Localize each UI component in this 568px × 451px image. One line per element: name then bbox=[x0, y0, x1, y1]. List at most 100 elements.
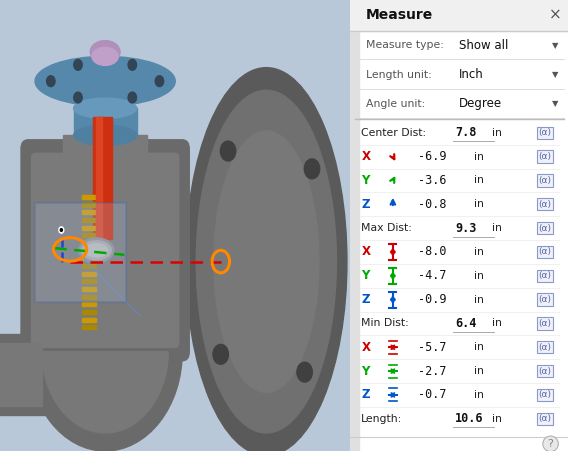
Text: Measure type:: Measure type: bbox=[366, 40, 444, 51]
Text: (α): (α) bbox=[538, 224, 552, 233]
Text: X: X bbox=[361, 341, 370, 354]
Bar bbox=[82, 202, 95, 207]
Text: ×: × bbox=[549, 8, 561, 23]
Circle shape bbox=[60, 229, 62, 231]
Wedge shape bbox=[28, 352, 182, 451]
Bar bbox=[82, 226, 95, 230]
Text: 7.8: 7.8 bbox=[455, 126, 476, 139]
Text: -2.7: -2.7 bbox=[418, 364, 446, 377]
Ellipse shape bbox=[81, 241, 111, 260]
Circle shape bbox=[304, 159, 320, 179]
Ellipse shape bbox=[35, 56, 175, 106]
Bar bbox=[82, 264, 95, 268]
Bar bbox=[82, 241, 95, 245]
Bar bbox=[0, 334, 53, 415]
Circle shape bbox=[47, 76, 55, 87]
Text: in: in bbox=[474, 271, 485, 281]
Text: in: in bbox=[474, 390, 485, 400]
Text: in: in bbox=[474, 175, 485, 185]
Text: -4.7: -4.7 bbox=[418, 269, 446, 282]
Text: in: in bbox=[474, 199, 485, 209]
Text: Z: Z bbox=[361, 198, 370, 211]
Bar bbox=[93, 117, 112, 239]
Text: Degree: Degree bbox=[459, 97, 502, 110]
Text: (α): (α) bbox=[538, 176, 552, 185]
Text: Max Dist:: Max Dist: bbox=[361, 223, 412, 233]
Bar bbox=[82, 218, 95, 222]
Text: (α): (α) bbox=[538, 272, 552, 280]
Bar bbox=[82, 318, 95, 322]
Bar bbox=[82, 272, 95, 276]
Circle shape bbox=[59, 227, 64, 233]
Bar bbox=[82, 256, 95, 260]
Text: (α): (α) bbox=[538, 128, 552, 137]
Ellipse shape bbox=[197, 90, 336, 433]
Ellipse shape bbox=[186, 68, 347, 451]
FancyBboxPatch shape bbox=[32, 153, 179, 347]
Circle shape bbox=[220, 141, 236, 161]
Text: X: X bbox=[361, 245, 370, 258]
Text: -8.0: -8.0 bbox=[418, 245, 446, 258]
Text: -0.9: -0.9 bbox=[418, 293, 446, 306]
Text: -0.7: -0.7 bbox=[418, 388, 446, 401]
Text: 6.4: 6.4 bbox=[455, 317, 476, 330]
Ellipse shape bbox=[214, 131, 319, 392]
Bar bbox=[82, 310, 95, 314]
Ellipse shape bbox=[56, 64, 154, 99]
Text: 9.3: 9.3 bbox=[455, 221, 476, 235]
Text: (α): (α) bbox=[538, 367, 552, 376]
Text: (α): (α) bbox=[538, 295, 552, 304]
Text: Angle unit:: Angle unit: bbox=[366, 99, 425, 109]
Text: ▼: ▼ bbox=[552, 70, 558, 79]
Text: Z: Z bbox=[361, 293, 370, 306]
Text: ▼: ▼ bbox=[552, 100, 558, 108]
Bar bbox=[97, 117, 102, 239]
Text: in: in bbox=[474, 295, 485, 304]
Bar bbox=[74, 108, 137, 135]
Text: Z: Z bbox=[361, 388, 370, 401]
Circle shape bbox=[297, 362, 312, 382]
Bar bbox=[82, 249, 95, 253]
Bar bbox=[82, 233, 95, 237]
Bar bbox=[63, 135, 147, 180]
Text: in: in bbox=[474, 152, 485, 161]
Wedge shape bbox=[42, 352, 168, 433]
Ellipse shape bbox=[66, 68, 144, 95]
Text: ?: ? bbox=[548, 439, 554, 449]
Bar bbox=[82, 195, 95, 199]
Bar bbox=[82, 287, 95, 291]
Text: (α): (α) bbox=[538, 343, 552, 352]
Text: in: in bbox=[492, 223, 502, 233]
Text: Center Dist:: Center Dist: bbox=[361, 128, 427, 138]
Circle shape bbox=[128, 92, 136, 103]
Circle shape bbox=[213, 345, 228, 364]
Text: 10.6: 10.6 bbox=[455, 412, 483, 425]
Text: Y: Y bbox=[361, 364, 370, 377]
Bar bbox=[35, 203, 126, 302]
Bar bbox=[82, 295, 95, 299]
Text: in: in bbox=[474, 342, 485, 352]
Ellipse shape bbox=[90, 41, 120, 63]
Text: (α): (α) bbox=[538, 152, 552, 161]
Circle shape bbox=[155, 76, 164, 87]
Bar bbox=[350, 0, 359, 451]
Bar bbox=[350, 0, 568, 31]
Text: (α): (α) bbox=[538, 319, 552, 328]
Ellipse shape bbox=[74, 125, 137, 145]
Text: in: in bbox=[492, 128, 502, 138]
Ellipse shape bbox=[92, 47, 118, 65]
Ellipse shape bbox=[74, 98, 137, 118]
Bar bbox=[82, 279, 95, 283]
Text: in: in bbox=[492, 414, 502, 424]
Text: Length:: Length: bbox=[361, 414, 403, 424]
Bar bbox=[0, 343, 42, 406]
Text: (α): (α) bbox=[538, 248, 552, 257]
Text: -3.6: -3.6 bbox=[418, 174, 446, 187]
FancyBboxPatch shape bbox=[21, 140, 189, 361]
Text: X: X bbox=[361, 150, 370, 163]
Circle shape bbox=[74, 60, 82, 70]
Text: -0.8: -0.8 bbox=[418, 198, 446, 211]
Text: Measure: Measure bbox=[366, 8, 433, 23]
Ellipse shape bbox=[79, 238, 114, 262]
Ellipse shape bbox=[45, 60, 165, 102]
